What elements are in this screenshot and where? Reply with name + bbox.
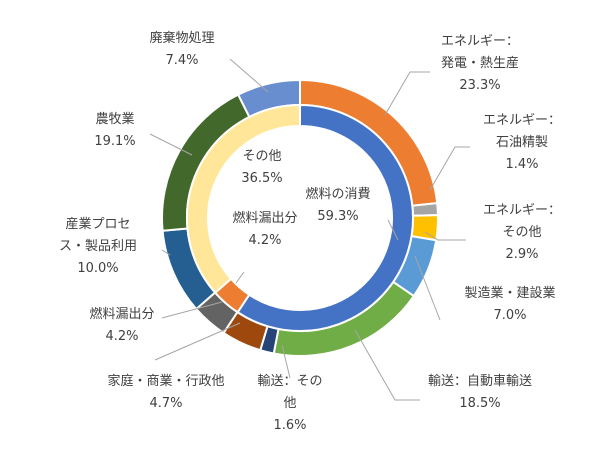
outer-leader-3 bbox=[414, 255, 441, 321]
outer-leader-2 bbox=[424, 231, 466, 241]
inner-leader-1 bbox=[235, 271, 245, 284]
outer-label-8: 産業プロセス・製品利用 10.0% bbox=[59, 216, 137, 276]
outer-leader-7 bbox=[161, 301, 223, 319]
inner-ring bbox=[186, 103, 414, 332]
inner-slice-0 bbox=[236, 103, 414, 332]
outer-leader-6 bbox=[154, 322, 241, 361]
outer-label-7: 燃料漏出分 4.2% bbox=[89, 306, 154, 344]
outer-leader-5 bbox=[281, 344, 291, 379]
outer-leader-0 bbox=[384, 71, 430, 116]
outer-label-6: 家庭・商業・行政他 4.7% bbox=[107, 373, 224, 411]
inner-label-1: 燃料漏出分 4.2% bbox=[232, 210, 297, 248]
inner-slice-2 bbox=[186, 103, 301, 295]
leader-lines bbox=[149, 58, 470, 401]
outer-leader-10 bbox=[229, 58, 269, 93]
outer-label-4: 輸送：自動車輸送 18.5% bbox=[428, 374, 532, 411]
outer-leader-8 bbox=[161, 249, 171, 256]
outer-leader-4 bbox=[354, 329, 420, 401]
data-labels: エネルギー：発電・熱生産 23.3% エネルギー：石油精製 1.4% エネルギー：その他… bbox=[59, 30, 561, 433]
outer-label-0: エネルギー：発電・熱生産 23.3% bbox=[441, 34, 519, 93]
outer-label-9: 農牧業 19.1% bbox=[94, 111, 135, 149]
outer-label-10: 廃棄物処理 7.4% bbox=[149, 30, 214, 68]
outer-label-3: 製造業・建設業 7.0% bbox=[464, 285, 555, 323]
outer-leader-1 bbox=[429, 146, 470, 191]
outer-label-2: エネルギー：その他 2.9% bbox=[483, 203, 561, 262]
outer-label-5: 輸送：その他 1.6% bbox=[257, 374, 322, 433]
outer-label-1: エネルギー：石油精製 1.4% bbox=[483, 113, 561, 172]
outer-leader-9 bbox=[149, 133, 193, 156]
inner-label-0: 燃料の消費 59.3% bbox=[305, 186, 370, 224]
inner-label-2: その他 36.5% bbox=[241, 149, 282, 186]
outer-slice-1 bbox=[411, 201, 439, 217]
inner-leader-0 bbox=[387, 219, 399, 241]
